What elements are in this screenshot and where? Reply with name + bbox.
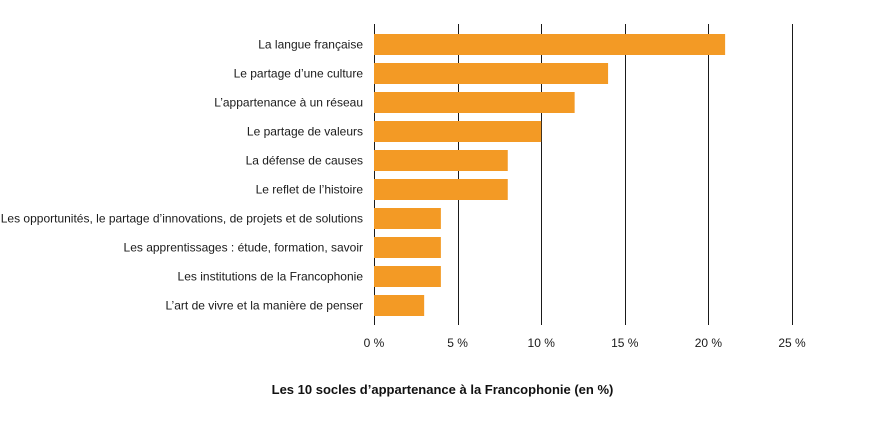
bar-1: [374, 34, 726, 55]
category-label-9: Les institutions de la Francophonie: [178, 270, 364, 284]
category-label-10: L’art de vivre et la manière de penser: [166, 299, 363, 313]
bar-2: [374, 63, 609, 84]
bar-7: [374, 208, 441, 229]
bars: [374, 34, 726, 316]
bar-10: [374, 295, 425, 316]
x-tick-label-2: 10 %: [528, 336, 556, 350]
bar-6: [374, 179, 508, 200]
x-tick-label-3: 15 %: [611, 336, 639, 350]
bar-8: [374, 237, 441, 258]
x-tick-label-0: 0 %: [364, 336, 385, 350]
x-tick-label-1: 5 %: [447, 336, 468, 350]
chart-title: Les 10 socles d’appartenance à la Franco…: [271, 382, 614, 397]
bar-9: [374, 266, 441, 287]
category-label-3: L’appartenance à un réseau: [214, 96, 363, 110]
bar-4: [374, 121, 542, 142]
category-label-4: Le partage de valeurs: [247, 125, 363, 139]
bar-5: [374, 150, 508, 171]
category-labels: La langue française Le partage d’une cult…: [1, 38, 364, 313]
x-tick-label-5: 25 %: [778, 336, 806, 350]
category-label-7: Les opportunités, le partage d’innovatio…: [1, 212, 363, 226]
category-label-5: La défense de causes: [246, 154, 363, 168]
category-label-8: Les apprentissages : étude, formation, s…: [124, 241, 363, 255]
category-label-1: La langue française: [258, 38, 363, 52]
category-label-6: Le reflet de l’histoire: [256, 183, 364, 197]
category-label-2: Le partage d’une culture: [234, 67, 364, 81]
bar-3: [374, 92, 575, 113]
x-tick-label-4: 20 %: [695, 336, 723, 350]
x-axis-ticks: 0 % 5 % 10 % 15 % 20 % 25 %: [364, 336, 806, 350]
